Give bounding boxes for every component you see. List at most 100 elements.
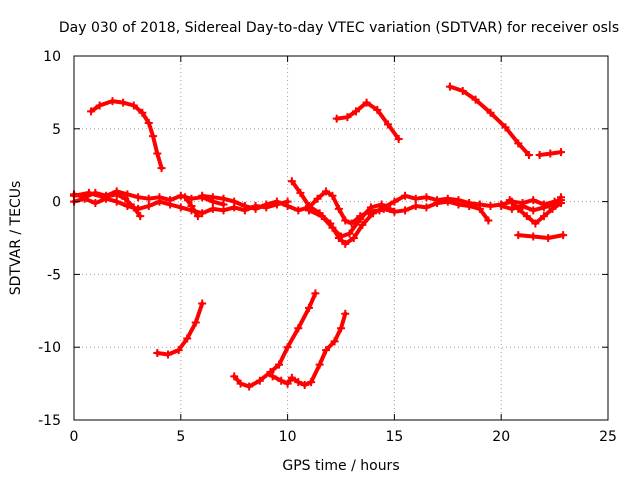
data-point xyxy=(529,232,538,241)
x-axis-ticks: 0 5 10 15 20 25 xyxy=(70,56,617,445)
data-point xyxy=(497,201,506,210)
data-point xyxy=(112,190,121,199)
series-neg-1 xyxy=(153,299,207,359)
data-point xyxy=(550,200,559,209)
data-point xyxy=(230,197,239,206)
data-point xyxy=(351,107,360,116)
data-point xyxy=(176,191,185,200)
data-point xyxy=(345,229,354,238)
data-point xyxy=(283,343,292,352)
x-tick-label: 15 xyxy=(385,429,403,445)
series-arc-high-3 xyxy=(445,82,533,160)
data-point xyxy=(401,206,410,215)
data-point xyxy=(123,190,132,199)
data-point xyxy=(422,203,431,212)
y-tick-label: -10 xyxy=(38,340,61,356)
data-point xyxy=(505,196,514,205)
data-point xyxy=(87,107,96,116)
data-point xyxy=(315,360,324,369)
data-point xyxy=(557,193,566,202)
data-point xyxy=(559,231,568,240)
data-point xyxy=(219,194,228,203)
data-point xyxy=(136,212,145,221)
data-point xyxy=(341,239,350,248)
data-point xyxy=(313,194,322,203)
data-point xyxy=(149,132,158,141)
data-point xyxy=(198,299,207,308)
series-line xyxy=(447,84,531,157)
data-point xyxy=(373,105,382,114)
data-point xyxy=(144,201,153,210)
x-tick-label: 10 xyxy=(279,429,297,445)
data-point xyxy=(349,234,358,242)
series-line xyxy=(89,99,164,171)
x-tick-label: 5 xyxy=(176,429,185,445)
x-tick-label: 20 xyxy=(492,429,510,445)
data-point xyxy=(475,204,484,213)
series-arc-high-2 xyxy=(332,98,403,143)
data-point xyxy=(174,346,183,355)
data-point xyxy=(283,201,292,210)
data-series xyxy=(70,82,568,391)
data-point xyxy=(144,194,153,203)
data-point xyxy=(166,200,175,209)
data-point xyxy=(255,376,264,385)
data-point xyxy=(296,188,305,197)
data-point xyxy=(84,188,93,197)
data-point xyxy=(108,97,117,106)
data-point xyxy=(268,372,277,381)
series-arc-high-4 xyxy=(535,148,566,160)
y-tick-label: 10 xyxy=(43,49,61,65)
data-point xyxy=(341,309,350,318)
data-point xyxy=(307,378,316,387)
data-point xyxy=(362,98,371,107)
data-point xyxy=(91,199,100,208)
data-point xyxy=(518,201,527,210)
data-point xyxy=(379,204,388,213)
data-point xyxy=(514,139,523,148)
data-point xyxy=(531,219,540,228)
data-point xyxy=(356,215,365,224)
data-point xyxy=(341,216,350,225)
data-point xyxy=(401,191,410,200)
data-point xyxy=(539,212,548,221)
series-zero-4 xyxy=(181,193,202,221)
y-tick-label: -15 xyxy=(38,413,61,429)
data-point xyxy=(328,191,337,200)
data-point xyxy=(347,219,356,228)
plot-frame xyxy=(73,55,609,421)
data-point xyxy=(322,346,331,355)
data-point xyxy=(95,101,104,110)
data-point xyxy=(334,204,343,213)
data-point xyxy=(193,212,202,221)
data-point xyxy=(144,118,153,127)
data-point xyxy=(187,201,196,210)
data-point xyxy=(529,196,538,205)
data-point xyxy=(390,207,399,216)
data-point xyxy=(219,206,228,215)
data-point xyxy=(208,193,217,202)
data-point xyxy=(484,216,493,225)
data-point xyxy=(163,350,172,359)
series-neg-flat xyxy=(514,231,568,242)
series-zero-9 xyxy=(497,193,566,215)
x-tick-label: 0 xyxy=(70,429,79,445)
series-line xyxy=(516,233,566,240)
data-point xyxy=(129,101,138,110)
data-point xyxy=(245,382,254,391)
data-point xyxy=(507,204,516,213)
data-point xyxy=(328,223,337,232)
data-point xyxy=(535,151,544,160)
data-point xyxy=(198,209,207,218)
data-point xyxy=(311,289,320,298)
data-point xyxy=(275,360,284,369)
data-point xyxy=(458,86,467,95)
data-point xyxy=(153,149,162,158)
data-point xyxy=(294,324,303,333)
series-line xyxy=(270,311,348,388)
data-point xyxy=(486,201,495,210)
data-point xyxy=(157,164,166,173)
data-point xyxy=(411,201,420,210)
series-line xyxy=(232,291,318,389)
